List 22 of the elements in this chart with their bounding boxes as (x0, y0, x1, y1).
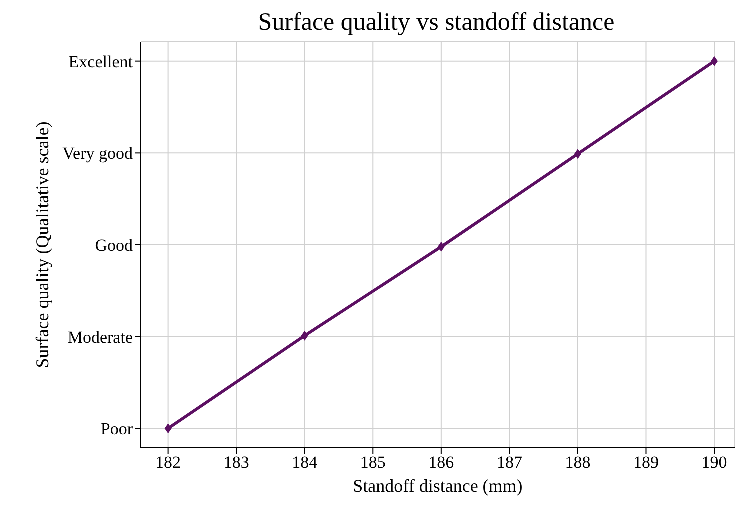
category-label: Poor (100, 420, 133, 439)
x-tick-label: 190 (702, 453, 728, 472)
category-label: Excellent (68, 52, 133, 72)
x-tick-label: 183 (224, 453, 250, 472)
category-label: Moderate (68, 328, 133, 347)
x-tick-label: 188 (565, 453, 591, 472)
chart-title: Surface quality vs standoff distance (257, 8, 616, 38)
point (438, 242, 445, 252)
x-axis-title: Standoff distance (mm) (353, 476, 523, 496)
x-tick-label: 189 (633, 453, 659, 472)
x-tick-label: 187 (496, 453, 523, 472)
category-label: Good (95, 236, 133, 256)
y-axis-title: Surface quality (Qualitative scale) (32, 122, 52, 368)
x-tick-label: 184 (292, 453, 318, 472)
point (711, 56, 718, 66)
point (164, 424, 172, 434)
x-tick-label: 185 (360, 453, 386, 472)
x-tick-label: 186 (428, 453, 454, 472)
category-label: Very good (62, 144, 133, 164)
point (574, 149, 582, 160)
point (301, 330, 308, 341)
x-tick-label: 182 (156, 453, 182, 472)
